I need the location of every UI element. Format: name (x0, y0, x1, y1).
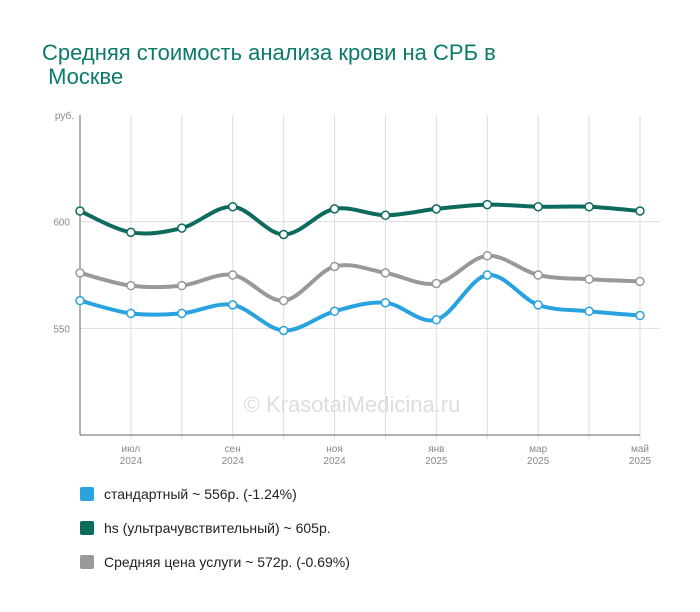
x-tick-year: 2025 (527, 456, 550, 467)
x-tick-label: июл (122, 444, 141, 455)
point (329, 261, 340, 272)
point (380, 210, 391, 221)
series-line (79, 272, 641, 333)
point (635, 276, 645, 287)
point (329, 306, 340, 317)
point (75, 268, 85, 278)
y-axis-label: руб. (55, 110, 74, 122)
point (635, 310, 645, 321)
point (635, 206, 645, 216)
series-line (79, 202, 641, 237)
point (584, 274, 594, 285)
point (177, 223, 187, 233)
point (278, 229, 289, 240)
point (431, 278, 442, 289)
point (227, 201, 238, 212)
chart-title: Средняя стоимость анализа крови на СРБ в… (42, 40, 496, 89)
x-tick-label: сен (225, 444, 241, 455)
point (177, 308, 187, 319)
point (482, 251, 493, 261)
point (227, 300, 238, 310)
x-tick-label: май (631, 444, 649, 455)
point (584, 306, 594, 317)
point (533, 270, 543, 280)
point (380, 297, 391, 308)
series-line (79, 253, 641, 303)
point (278, 295, 289, 306)
point (431, 204, 442, 214)
legend-swatch (80, 487, 94, 501)
x-tick-label: янв (428, 444, 444, 455)
x-tick-year: 2025 (629, 456, 652, 467)
y-tick-label: 550 (53, 324, 70, 335)
point (482, 199, 493, 210)
legend-swatch (80, 521, 94, 535)
point (177, 280, 187, 291)
point (431, 315, 442, 325)
x-tick-label: ноя (326, 444, 343, 455)
point (584, 201, 594, 212)
point (126, 227, 136, 238)
legend-swatch (80, 555, 94, 569)
legend-label: стандартный ~ 556р. (-1.24%) (104, 486, 297, 502)
watermark: © KrasotaiMedicina.ru (244, 392, 461, 417)
point (75, 206, 85, 216)
x-tick-label: мар (529, 444, 547, 455)
y-tick-label: 600 (53, 218, 70, 229)
x-tick-year: 2024 (222, 456, 245, 467)
point (126, 280, 136, 291)
point (482, 270, 493, 280)
point (533, 300, 543, 310)
point (380, 268, 391, 278)
point (329, 204, 340, 214)
point (126, 308, 136, 319)
x-tick-year: 2025 (425, 456, 448, 467)
x-tick-year: 2024 (120, 456, 143, 467)
legend-label: Средняя цена услуги ~ 572р. (-0.69%) (104, 554, 350, 570)
x-tick-year: 2024 (323, 456, 346, 467)
point (227, 270, 238, 280)
point (75, 295, 85, 306)
point (533, 201, 543, 212)
legend-label: hs (ультрачувствительный) ~ 605р. (104, 520, 331, 536)
point (278, 325, 289, 336)
